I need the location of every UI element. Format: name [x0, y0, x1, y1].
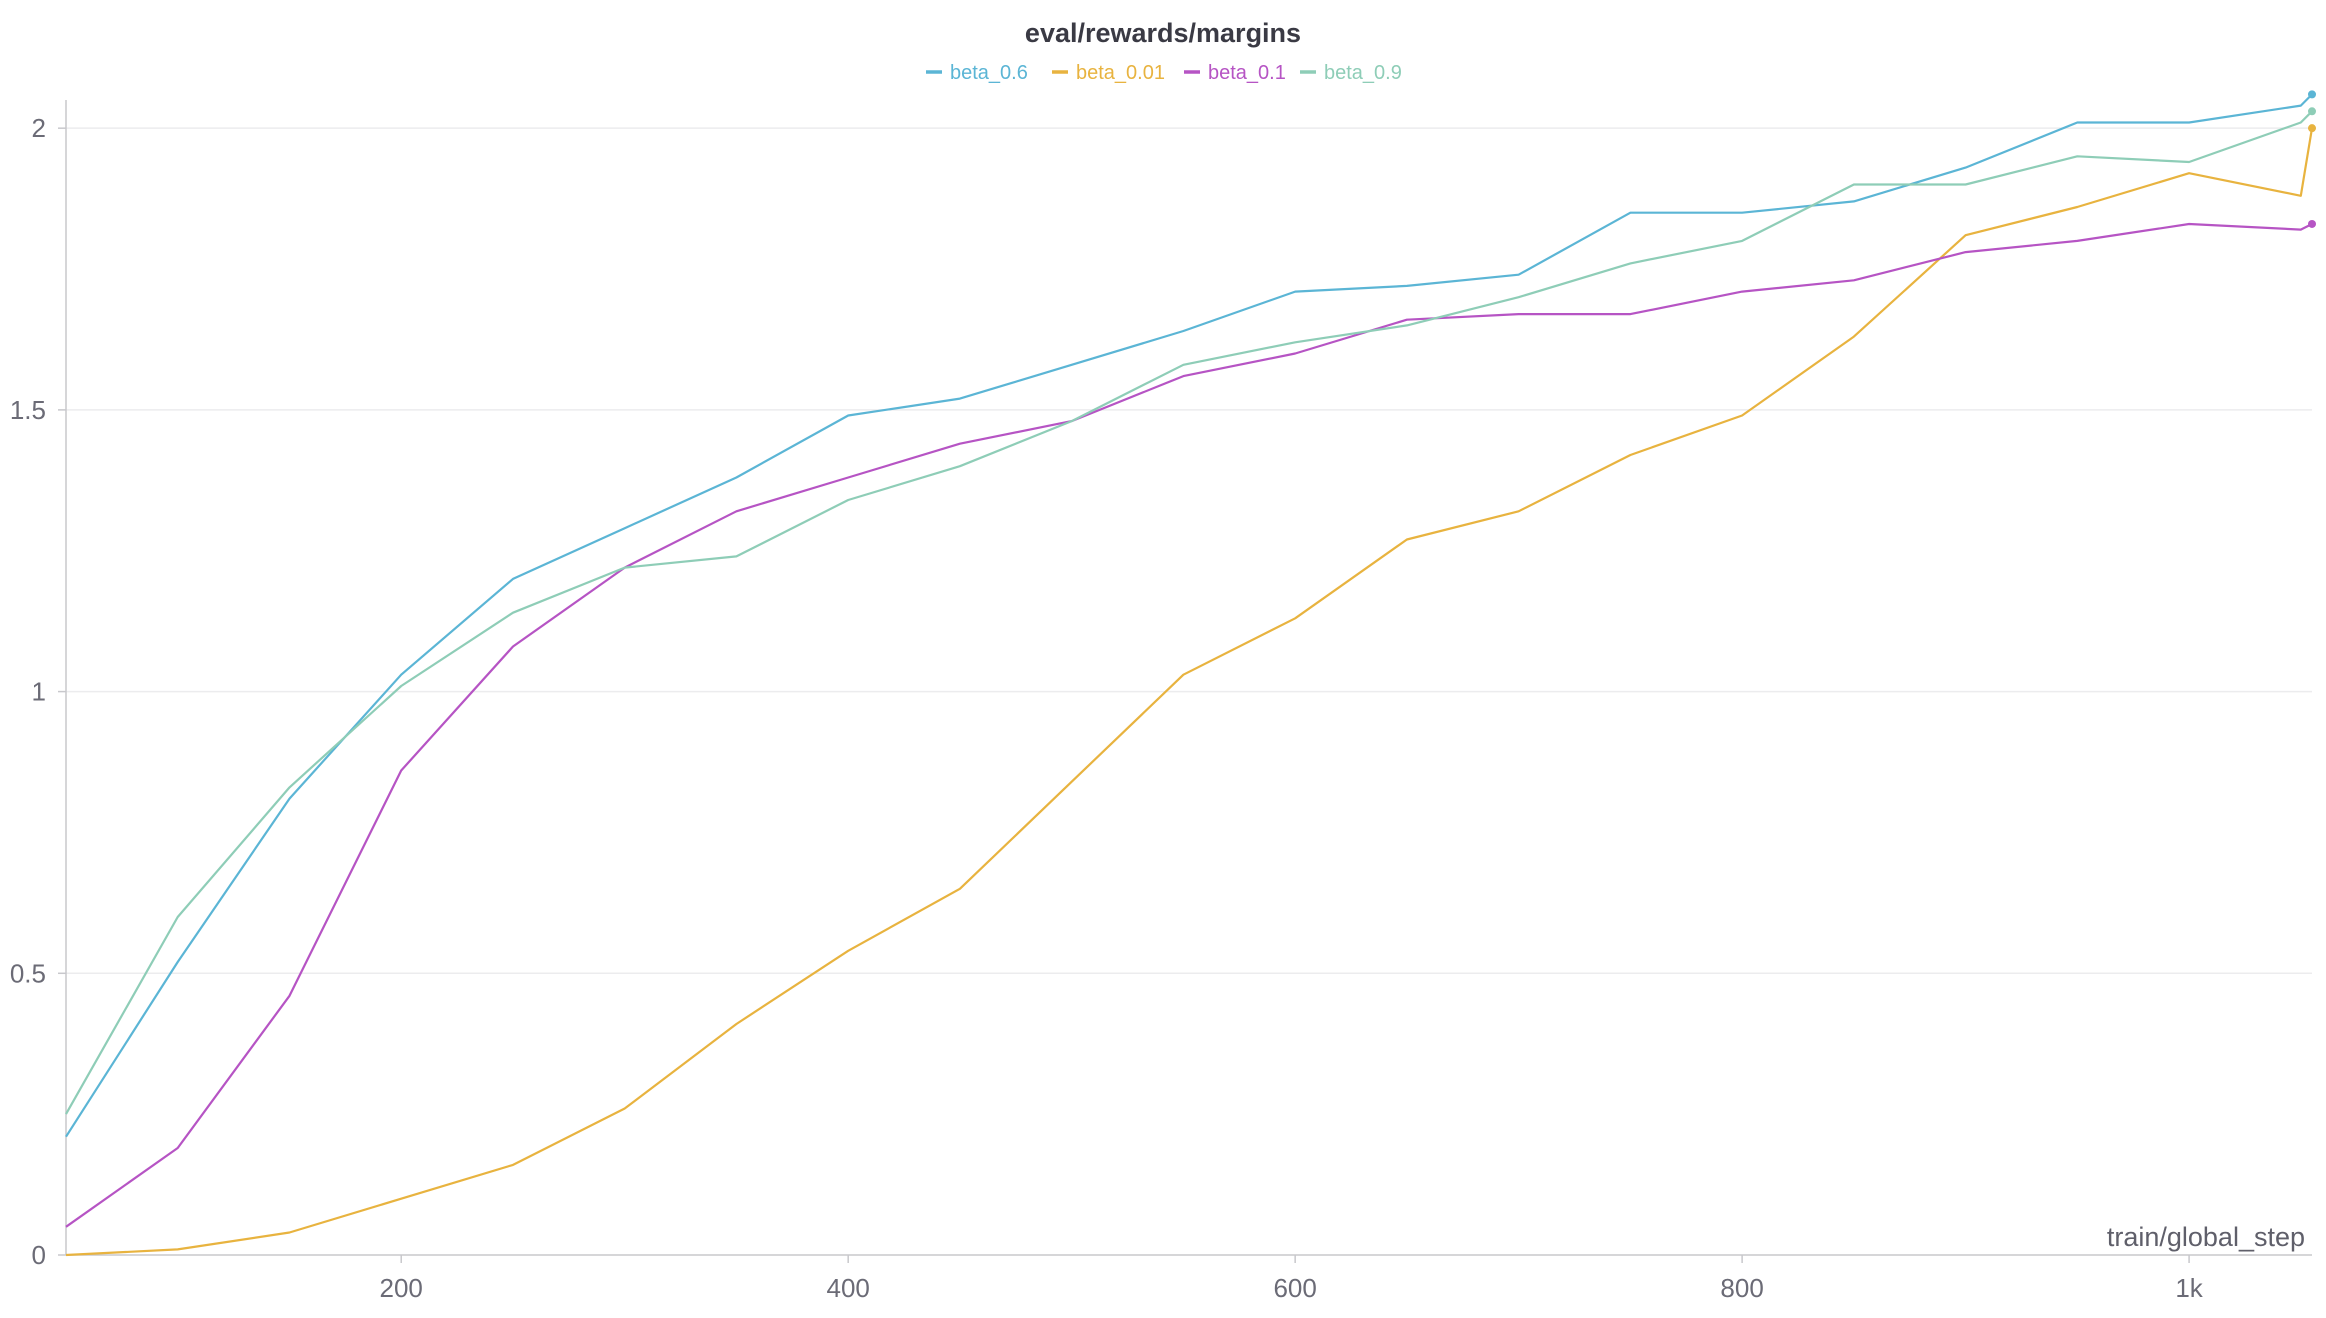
series-end-point-beta_0.9: [2308, 107, 2316, 116]
chart-title: eval/rewards/margins: [1025, 18, 1301, 48]
series-line-beta_0.6[interactable]: [65, 93, 2313, 1138]
y-tick-label: 2: [32, 113, 46, 143]
legend: beta_0.6 beta_0.01 beta_0.1 beta_0.9: [926, 62, 1402, 84]
y-tick-label: 0.5: [10, 958, 46, 988]
grid-lines: [66, 127, 2312, 975]
x-tick-label: 200: [380, 1273, 423, 1303]
x-tick-label: 400: [826, 1273, 869, 1303]
x-axis-ticks: 200 400 600 800 1k: [380, 1255, 2204, 1303]
y-tick-label: 1: [32, 677, 46, 707]
legend-label: beta_0.1: [1208, 62, 1286, 84]
series-end-point-beta_0.6: [2308, 90, 2316, 99]
x-tick-label: 600: [1273, 1273, 1316, 1303]
series-end-point-beta_0.01: [2308, 124, 2316, 133]
legend-item-beta_0.9[interactable]: beta_0.9: [1300, 62, 1402, 84]
legend-label: beta_0.9: [1324, 62, 1402, 84]
x-tick-label: 800: [1720, 1273, 1763, 1303]
y-axis-ticks: 0 0.5 1 1.5 2: [10, 113, 66, 1270]
series-line-beta_0.9[interactable]: [65, 110, 2313, 1115]
y-tick-label: 1.5: [10, 395, 46, 425]
series-end-point-beta_0.1: [2308, 219, 2316, 228]
y-tick-label: 0: [32, 1240, 46, 1270]
x-axis-label: train/global_step: [2107, 1222, 2305, 1252]
legend-item-beta_0.6[interactable]: beta_0.6: [926, 62, 1028, 84]
legend-item-beta_0.01[interactable]: beta_0.01: [1052, 62, 1165, 84]
series-line-beta_0.1[interactable]: [65, 222, 2313, 1228]
legend-item-beta_0.1[interactable]: beta_0.1: [1184, 62, 1286, 84]
series-layer: [65, 90, 2316, 1257]
series-line-beta_0.01[interactable]: [65, 128, 2314, 1257]
x-tick-label: 1k: [2175, 1273, 2203, 1303]
legend-label: beta_0.01: [1076, 62, 1165, 84]
axes: [65, 100, 2312, 1256]
legend-label: beta_0.6: [950, 62, 1028, 84]
